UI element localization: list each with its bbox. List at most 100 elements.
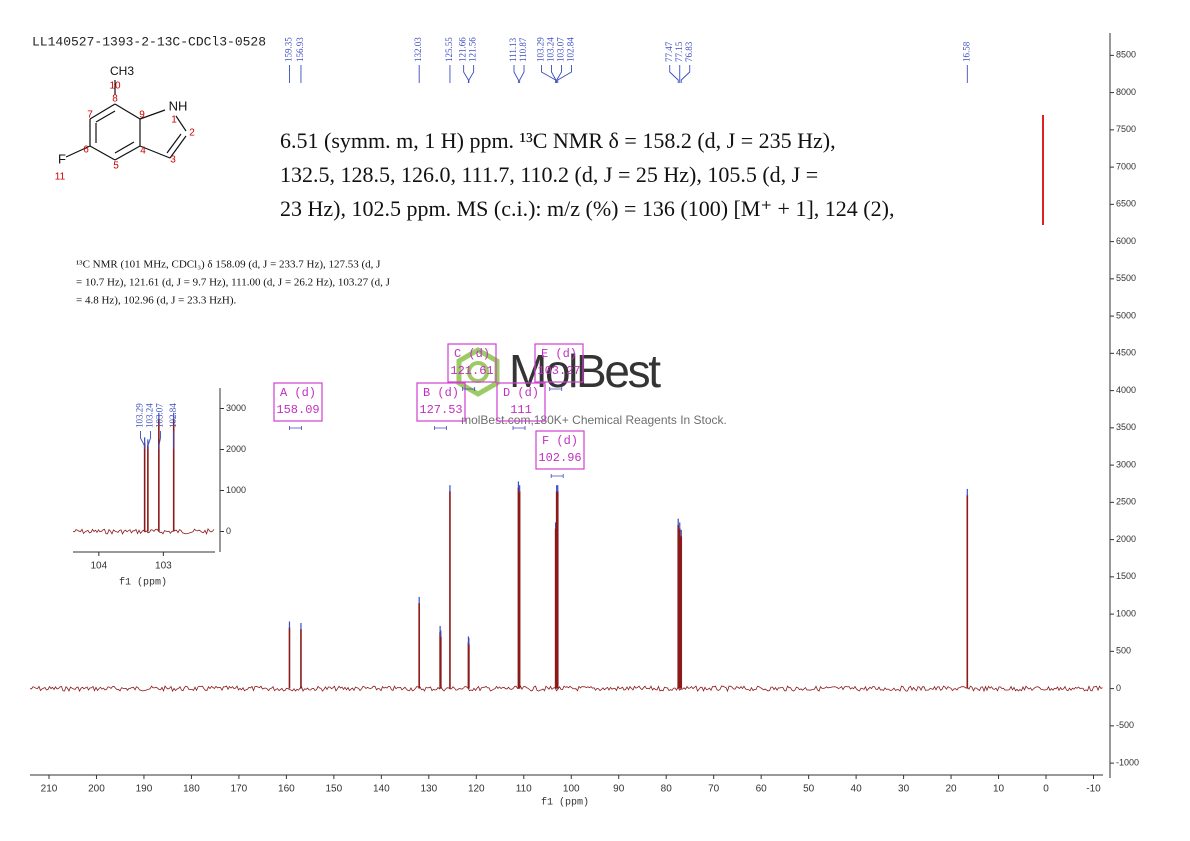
x-tick-label: 0	[1043, 784, 1049, 795]
reference-line: = 10.7 Hz), 121.61 (d, J = 9.7 Hz), 111.…	[76, 277, 391, 289]
atom-label: 9	[139, 110, 145, 121]
multiplet-box	[416, 382, 466, 422]
x-tick-label: 20	[946, 784, 958, 795]
x-tick-label: 120	[468, 784, 485, 795]
peak-label: 103.24	[145, 403, 155, 428]
y-tick-label: -500	[1116, 720, 1134, 730]
bond	[95, 110, 116, 123]
atom-label: 1	[171, 115, 177, 126]
y-tick-label: 7500	[1116, 124, 1136, 134]
multiplet-bracket	[550, 474, 564, 478]
reference-line: = 4.8 Hz), 102.96 (d, J = 23.3 HzH).	[76, 295, 237, 307]
x-tick-label: 70	[708, 784, 720, 795]
peak-label: 77.47	[664, 41, 674, 62]
peak-label-leader	[519, 65, 525, 83]
multiplet-value: 111	[510, 403, 532, 417]
atom-label: 4	[140, 146, 146, 157]
peak-label: 103.07	[155, 403, 165, 428]
multiplet-bracket	[549, 387, 563, 391]
structure	[65, 80, 187, 161]
peak-label: 16.58	[961, 41, 971, 62]
multiplet-box	[273, 382, 323, 422]
peak-label-leader	[669, 65, 679, 83]
y-tick-label: 1000	[1116, 608, 1136, 618]
y-tick-label: 2000	[226, 444, 246, 454]
x-tick-label: 210	[41, 784, 58, 795]
x-tick-label: 170	[231, 784, 248, 795]
x-tick-label: 30	[898, 784, 910, 795]
atom-label: F	[58, 151, 66, 166]
peak-label: 121.56	[468, 37, 478, 62]
bond	[114, 145, 141, 161]
atom-label: 6	[83, 145, 89, 156]
x-tick-label: 50	[803, 784, 815, 795]
atom-label: 7	[87, 110, 93, 121]
x-tick-label: 110	[516, 784, 532, 795]
peak-label-leader	[463, 65, 469, 83]
x-tick-label: 100	[563, 784, 580, 795]
peak-label: 103.29	[536, 37, 546, 62]
multiplet-value: 102.96	[538, 451, 581, 465]
x-axis-label: f1 (ppm)	[541, 797, 589, 809]
multiplet-value: 103.27	[537, 364, 580, 378]
bond	[89, 145, 116, 161]
atom-label: CH3	[110, 64, 134, 78]
y-tick-label: 2500	[1116, 497, 1136, 507]
baseline-noise	[29, 685, 1103, 693]
peak-label: 76.83	[684, 41, 694, 62]
peak-label: 159.35	[284, 37, 294, 62]
watermark-brand: MolBest	[509, 345, 661, 397]
logo-hexagon	[456, 347, 500, 397]
peak-label-leader	[147, 431, 151, 449]
bond	[65, 145, 91, 158]
atom-label: 3	[170, 155, 176, 166]
x-tick-label: 140	[373, 784, 390, 795]
peak-label-leader	[140, 431, 146, 449]
multiplet-box	[447, 343, 497, 383]
peak-label-leader	[468, 65, 475, 83]
multiplet-label: E (d)	[541, 347, 577, 361]
x-tick-label: -10	[1086, 784, 1101, 795]
peak-label-leader	[680, 65, 691, 83]
logo-circle	[467, 361, 489, 383]
peak-label-leader	[513, 65, 519, 83]
bond	[175, 115, 187, 132]
multiplet-value: 158.09	[276, 403, 319, 417]
peak-label: 102.84	[168, 403, 178, 428]
x-tick-label: 160	[278, 784, 295, 795]
peak-label-leader	[541, 65, 557, 83]
y-tick-label: 3500	[1116, 422, 1136, 432]
multiplet-value: 121.61	[450, 364, 493, 378]
multiplet-box	[534, 343, 584, 383]
x-tick-label: 190	[136, 784, 153, 795]
peak-label: 156.93	[295, 37, 305, 62]
x-tick-label: 40	[851, 784, 863, 795]
multiplet-bracket	[434, 426, 447, 430]
y-tick-label: 2000	[1116, 534, 1136, 544]
literature-line: 6.51 (symm. m, 1 H) ppm. ¹³C NMR δ = 158…	[280, 128, 836, 153]
literature-line: 132.5, 128.5, 126.0, 111.7, 110.2 (d, J …	[280, 162, 818, 187]
multiplet-label: D (d)	[503, 386, 539, 400]
multiplet-label: B (d)	[423, 386, 459, 400]
x-tick-label: 80	[661, 784, 673, 795]
bond	[114, 141, 135, 154]
multiplet-bracket	[289, 426, 302, 430]
peak-label: 125.55	[444, 37, 454, 62]
spectrum-title: LL140527-1393-2-13C-CDCl3-0528	[32, 34, 266, 49]
y-tick-label: 4000	[1116, 385, 1136, 395]
reference-line: ¹³C NMR (101 MHz, CDCl₃) δ 158.09 (d, J …	[76, 259, 381, 271]
peak-label: 132.03	[413, 37, 423, 62]
atom-label: 2	[189, 128, 195, 139]
watermark: MolBest molBest.com,180K+ Chemical Reage…	[456, 345, 727, 427]
x-tick-label: 180	[183, 784, 200, 795]
y-tick-label: 500	[1116, 646, 1131, 656]
peak-label: 103.24	[546, 37, 556, 62]
y-tick-label: 1500	[1116, 571, 1136, 581]
peak-label: 102.84	[566, 37, 576, 62]
peak-label: 111.13	[508, 37, 518, 62]
y-tick-label: 8000	[1116, 87, 1136, 97]
peak-label: 110.87	[518, 37, 528, 62]
y-tick-label: 4500	[1116, 348, 1136, 358]
multiplet-label: C (d)	[454, 347, 490, 361]
